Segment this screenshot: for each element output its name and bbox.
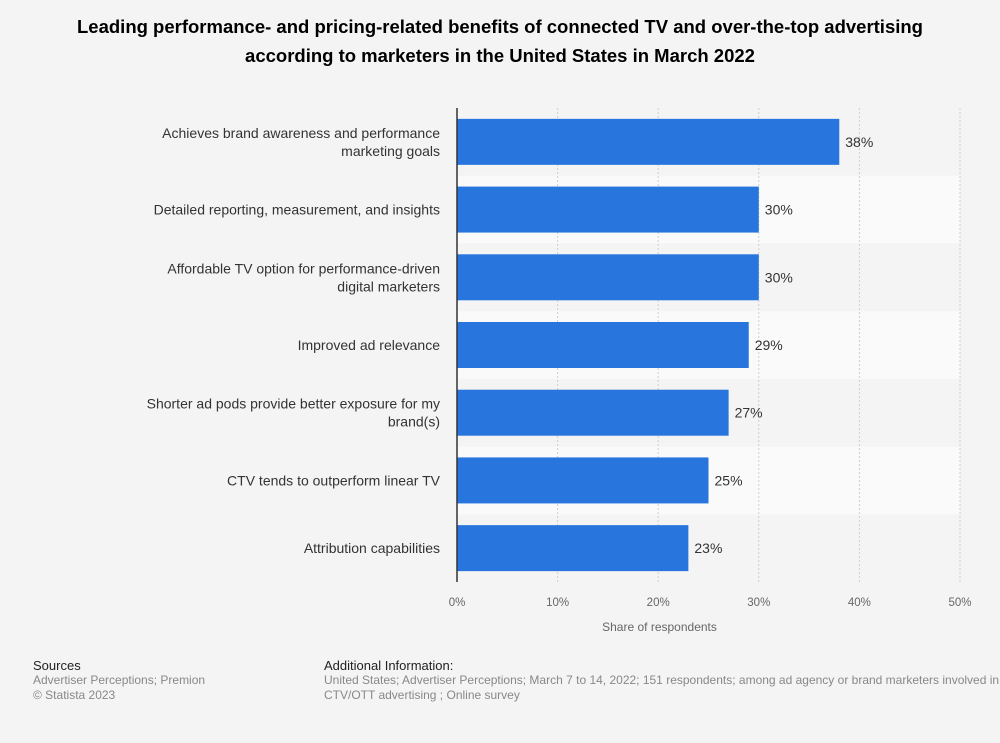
category-label: Affordable TV option for performance-dri… [167,260,440,294]
x-tick-label: 50% [948,597,971,609]
data-label: 38% [845,134,873,150]
additional-info-heading: Additional Information: [324,658,454,673]
bar [457,389,729,436]
data-label: 23% [694,540,722,556]
copyright: © Statista 2023 [33,688,116,702]
x-tick-label: 0% [449,597,466,609]
bar [457,118,840,165]
data-label: 25% [715,472,743,488]
sources-block: Sources Advertiser Perceptions; Premion … [33,658,205,703]
x-tick-label: 40% [848,597,871,609]
category-label: Achieves brand awareness and performance… [162,125,440,159]
data-label: 27% [735,405,763,421]
bar [457,322,749,368]
chart-title: Leading performance- and pricing-related… [77,16,923,66]
sources-heading: Sources [33,658,81,673]
category-label: Attribution capabilities [304,540,440,556]
bar [457,457,709,504]
bar [457,186,759,233]
bar [457,254,759,301]
x-tick-label: 10% [546,597,569,609]
data-label: 30% [765,269,793,285]
bar [457,525,689,572]
data-label: 30% [765,202,793,218]
x-tick-label: 20% [647,597,670,609]
data-label: 29% [755,337,783,353]
category-label: CTV tends to outperform linear TV [227,472,441,488]
additional-info-line1: United States; Advertiser Perceptions; M… [324,673,1000,687]
sources-text: Advertiser Perceptions; Premion [33,673,206,687]
x-tick-label: 30% [747,597,770,609]
bar-chart: 0% 10% 20% 30% 40% 50% Share of respondents 38%… [147,108,972,634]
category-label: Improved ad relevance [298,337,441,353]
x-axis-label: Share of respondents [602,620,717,634]
category-label: Detailed reporting, measurement, and ins… [154,202,440,218]
additional-info-block: Additional Information: United States; A… [324,658,999,703]
category-label: Shorter ad pods provide better exposure … [147,396,440,430]
additional-info-line2: CTV/OTT advertising ; Online survey [324,688,520,702]
